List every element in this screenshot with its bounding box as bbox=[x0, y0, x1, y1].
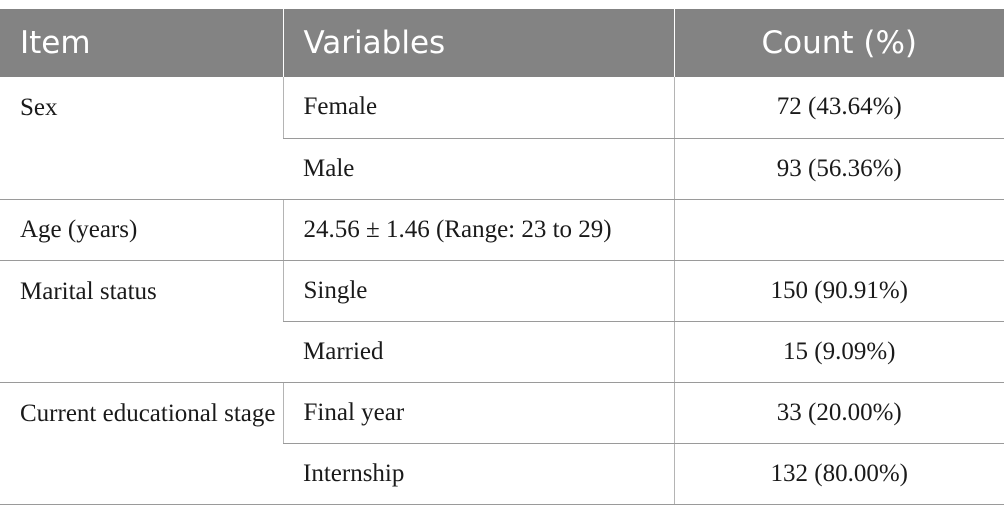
header-variables: Variables bbox=[282, 9, 674, 77]
count-male: 93 (56.36%) bbox=[673, 138, 1004, 200]
variable-female: Female bbox=[282, 77, 674, 139]
table-body: Sex Female 72 (43.64%) Male 93 (56.36%) … bbox=[0, 77, 1004, 505]
count-age bbox=[673, 199, 1004, 261]
table-row: Current educational stage Final year 33 … bbox=[0, 382, 1004, 505]
item-education: Current educational stage bbox=[0, 382, 283, 505]
count-internship: 132 (80.00%) bbox=[673, 443, 1004, 505]
variable-age: 24.56 ± 1.46 (Range: 23 to 29) bbox=[282, 199, 674, 261]
item-age: Age (years) bbox=[0, 199, 283, 261]
variable-male: Male bbox=[283, 138, 674, 200]
table-row: Male 93 (56.36%) bbox=[0, 138, 1004, 200]
table-row: Age (years) 24.56 ± 1.46 (Range: 23 to 2… bbox=[0, 199, 1004, 261]
variable-final-year: Final year bbox=[282, 382, 674, 444]
variable-single: Single bbox=[282, 260, 674, 322]
table-row: Sex Female 72 (43.64%) bbox=[0, 77, 1004, 200]
count-female: 72 (43.64%) bbox=[673, 77, 1004, 139]
item-marital: Marital status bbox=[0, 260, 283, 383]
table-row: Marital status Single 150 (90.91%) bbox=[0, 260, 1004, 383]
count-married: 15 (9.09%) bbox=[673, 321, 1004, 383]
item-sex: Sex bbox=[0, 77, 283, 200]
variable-married: Married bbox=[283, 321, 674, 383]
table-row: Married 15 (9.09%) bbox=[0, 321, 1004, 383]
variable-internship: Internship bbox=[283, 443, 674, 505]
count-final-year: 33 (20.00%) bbox=[673, 382, 1004, 444]
header-row: Item Variables Count (%) bbox=[0, 9, 1004, 77]
header-count: Count (%) bbox=[673, 9, 1004, 77]
count-single: 150 (90.91%) bbox=[673, 260, 1004, 322]
demographics-table: Item Variables Count (%) Sex Female 72 (… bbox=[0, 9, 1004, 505]
table-header: Item Variables Count (%) bbox=[0, 9, 1004, 77]
header-item: Item bbox=[0, 9, 283, 77]
table-row: Internship 132 (80.00%) bbox=[0, 443, 1004, 505]
